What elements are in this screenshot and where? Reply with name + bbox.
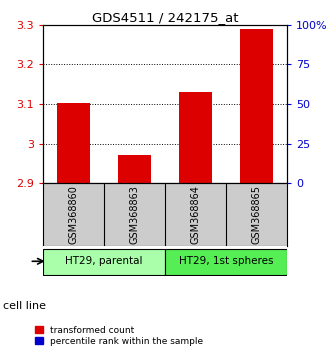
Title: GDS4511 / 242175_at: GDS4511 / 242175_at [92, 11, 238, 24]
Text: HT29, parental: HT29, parental [65, 256, 143, 266]
Bar [118, 155, 151, 183]
Bar [240, 29, 273, 183]
Text: GSM368863: GSM368863 [129, 185, 140, 244]
Text: GSM368865: GSM368865 [251, 185, 262, 244]
Text: HT29, 1st spheres: HT29, 1st spheres [179, 256, 273, 266]
Text: GSM368864: GSM368864 [190, 185, 201, 244]
Text: cell line: cell line [3, 301, 46, 311]
Bar [43, 249, 165, 275]
Bar [57, 103, 90, 183]
Bar [179, 92, 212, 183]
Bar [165, 249, 287, 275]
Text: GSM368860: GSM368860 [68, 185, 79, 244]
Legend: transformed count, percentile rank within the sample: transformed count, percentile rank withi… [31, 322, 207, 349]
